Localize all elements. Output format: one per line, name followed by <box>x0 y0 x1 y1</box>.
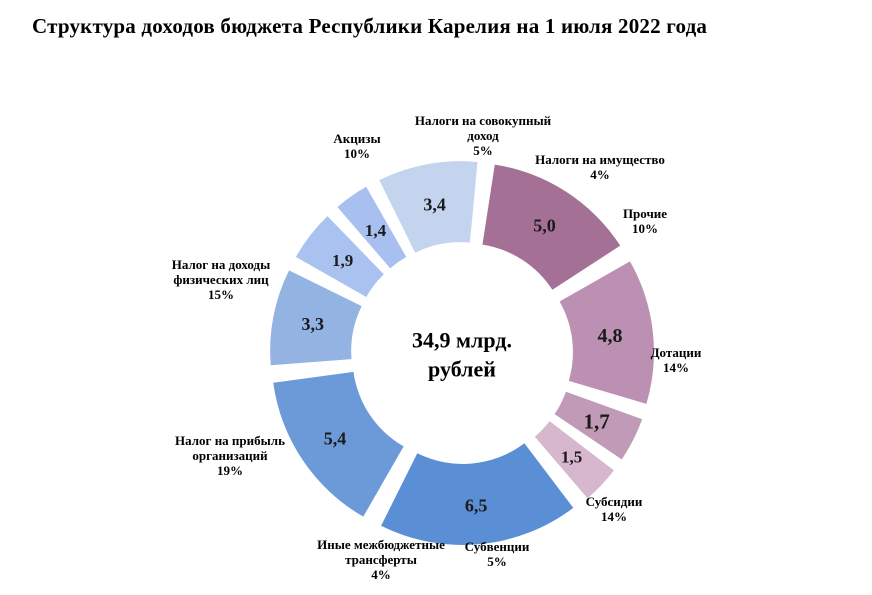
slice-label-9: Налоги на имущество 4% <box>535 152 665 182</box>
slice-label-8: Налоги на совокупный доход 5% <box>415 113 551 158</box>
slice-value-6: 5,4 <box>324 428 347 448</box>
donut-slice-9 <box>337 186 407 269</box>
slice-label-6: Налог на доходы физических лиц 15% <box>172 257 271 302</box>
slice-value-4: 1,5 <box>561 447 582 466</box>
slice-name-1-0: Дотации <box>650 345 702 360</box>
slice-label-3: Субвенции 5% <box>465 539 530 569</box>
slice-name-4-0: Иные межбюджетные <box>317 537 445 552</box>
slice-name-9-0: Налоги на имущество <box>535 152 665 167</box>
slice-label-0: Прочие 10% <box>623 206 667 236</box>
slice-percent-5: 19% <box>216 463 243 478</box>
donut-slice-2 <box>559 261 654 404</box>
slice-name-0-0: Прочие <box>622 206 668 221</box>
slice-name-2-0: Субсидии <box>585 494 643 509</box>
slice-percent-2: 14% <box>601 509 627 524</box>
donut-slice-5 <box>381 443 574 545</box>
chart-title: Структура доходов бюджета Республики Кар… <box>32 14 708 38</box>
donut-slice-8 <box>295 216 384 298</box>
slice-label-7: Акцизы 10% <box>333 131 380 161</box>
donut-slice-4 <box>534 421 614 499</box>
slice-name-3-0: Субвенции <box>464 539 530 554</box>
slice-percent-9: 4% <box>590 167 610 182</box>
donut-slices <box>270 161 654 545</box>
donut-slice-0 <box>379 161 478 253</box>
slice-value-5: 6,5 <box>465 495 488 515</box>
slice-name-6-1: физических лиц <box>173 272 269 287</box>
slice-value-3: 1,7 <box>584 409 610 433</box>
slice-label-1: Дотации 14% <box>651 345 702 375</box>
donut-slice-3 <box>554 391 643 460</box>
slice-percent-7: 10% <box>343 146 370 161</box>
slice-value-9: 1,4 <box>365 221 387 240</box>
slice-name-7-0: Акцизы <box>333 131 381 146</box>
slice-label-5: Налог на прибыль организаций 19% <box>175 433 285 478</box>
slice-name-5-0: Налог на прибыль <box>175 433 285 448</box>
center-label-line-0: 34,9 млрд. <box>412 328 512 353</box>
slice-value-1: 5,0 <box>533 215 556 235</box>
donut-slice-7 <box>270 270 362 366</box>
slice-name-8-1: доход <box>467 128 499 143</box>
donut-slice-6 <box>273 371 404 517</box>
slice-percent-1: 14% <box>662 360 689 375</box>
slice-value-0: 3,4 <box>423 195 446 215</box>
donut-slice-1 <box>482 164 621 290</box>
slice-percent-6: 15% <box>208 287 234 302</box>
slice-percent-0: 10% <box>631 221 658 236</box>
center-label-line-1: рублей <box>428 357 496 382</box>
slice-name-6-0: Налог на доходы <box>171 257 271 272</box>
center-label: 34,9 млрд. рублей <box>412 328 512 382</box>
slice-name-5-1: организаций <box>192 448 268 463</box>
slice-name-8-0: Налоги на совокупный <box>414 113 552 128</box>
slice-value-7: 3,3 <box>302 314 325 334</box>
slice-percent-3: 5% <box>487 554 507 569</box>
slice-percent-8: 5% <box>473 143 493 158</box>
slice-name-4-1: трансферты <box>345 552 417 567</box>
slice-value-2: 4,8 <box>598 325 623 347</box>
slice-label-2: Субсидии 14% <box>586 494 643 524</box>
slice-values: 3,4 5,0 4,8 1,71,5 6,5 5,4 3,3 1,9 1,4 <box>302 195 623 516</box>
slice-percent-4: 4% <box>371 567 391 582</box>
slice-value-8: 1,9 <box>332 251 353 270</box>
slice-label-4: Иные межбюджетные трансферты 4% <box>317 537 445 582</box>
